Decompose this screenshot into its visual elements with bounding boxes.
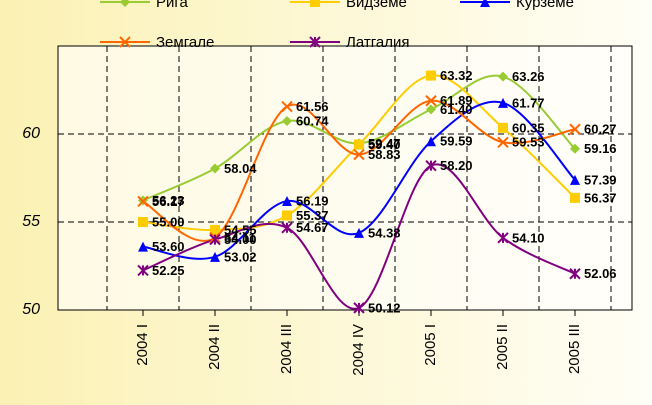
marker [425, 159, 437, 172]
data-label: 59.53 [512, 135, 545, 150]
marker [353, 302, 365, 314]
data-label: 54.67 [296, 220, 329, 235]
data-label: 60.74 [296, 113, 329, 128]
data-label: 57.39 [584, 172, 617, 187]
data-label: 58.20 [440, 158, 473, 173]
data-label: 56.17 [152, 194, 185, 209]
marker [570, 143, 580, 154]
data-label: 54.00 [224, 232, 257, 247]
vertical-grid [106, 46, 612, 310]
marker [281, 222, 293, 234]
x-tick-label: 2005 I [422, 324, 439, 366]
x-tick-label: 2004 II [206, 324, 223, 370]
marker [498, 97, 508, 108]
data-label: 59.16 [584, 141, 617, 156]
marker [282, 210, 292, 221]
y-tick-label: 55 [22, 213, 40, 230]
legend-marker [309, 36, 321, 48]
x-tick-label: 2004 IV [350, 324, 367, 376]
data-label: 56.23 [152, 193, 185, 208]
marker [137, 195, 149, 208]
marker [498, 122, 508, 133]
marker [497, 232, 509, 244]
x-tick-label: 2004 III [278, 324, 295, 374]
legend-label: Латгалия [346, 34, 409, 51]
legend-marker [310, 0, 320, 7]
legend-marker [119, 36, 131, 48]
marker [281, 100, 293, 113]
data-label: 50.12 [368, 300, 401, 315]
data-label: 59.47 [368, 136, 401, 151]
data-label: 60.27 [584, 122, 617, 137]
data-label: 60.35 [512, 120, 545, 135]
data-label: 53.02 [224, 249, 257, 264]
legend-label: Курземе [516, 0, 574, 11]
data-label: 56.37 [584, 190, 617, 205]
legend-label: Земгале [156, 34, 214, 51]
legend-marker [480, 0, 490, 7]
data-label: 54.11 [224, 230, 256, 245]
data-label: 59.40 [368, 137, 401, 152]
data-label: 58.04 [224, 161, 257, 176]
marker [282, 115, 292, 126]
marker [426, 104, 436, 115]
x-tick-label: 2004 I [134, 324, 151, 366]
marker [138, 241, 148, 252]
data-label: 59.59 [440, 134, 473, 149]
data-label: 61.89 [440, 93, 473, 108]
legend-label: Видземе [346, 0, 407, 11]
marker [353, 148, 365, 161]
data-label: 52.06 [584, 266, 617, 281]
data-label: 63.26 [512, 69, 545, 84]
marker [425, 95, 437, 107]
x-tick-label: 2005 III [566, 324, 583, 374]
marker [137, 264, 149, 277]
marker [210, 251, 220, 262]
data-label: 61.40 [440, 102, 473, 117]
data-label: 52.25 [152, 263, 185, 278]
marker [210, 163, 220, 174]
data-label: 54.55 [224, 222, 257, 237]
y-tick-label: 60 [22, 125, 40, 142]
marker [282, 196, 292, 207]
marker [497, 136, 509, 148]
legend-marker [120, 0, 130, 7]
x-tick-label: 2005 II [494, 324, 511, 370]
marker [426, 136, 436, 147]
legend-label: Рига [156, 0, 189, 11]
data-label: 56.19 [296, 193, 329, 208]
data-label: 53.60 [152, 239, 185, 254]
data-label: 61.77 [512, 95, 545, 110]
marker [498, 71, 508, 82]
marker [210, 224, 220, 235]
data-label: 55.00 [152, 214, 185, 229]
marker [209, 233, 221, 246]
data-label: 54.38 [368, 225, 401, 240]
marker [354, 227, 364, 238]
data-label: 54.10 [512, 230, 545, 245]
marker [569, 123, 581, 135]
marker [426, 70, 436, 81]
data-label: 63.32 [440, 68, 473, 83]
marker [138, 217, 148, 227]
marker [569, 268, 581, 280]
data-label: 61.56 [296, 99, 329, 114]
data-label: 58.83 [368, 147, 401, 162]
marker [570, 174, 580, 185]
data-label: 55.37 [296, 208, 329, 223]
y-tick-label: 50 [22, 301, 40, 318]
marker [570, 192, 580, 203]
marker [354, 139, 364, 150]
